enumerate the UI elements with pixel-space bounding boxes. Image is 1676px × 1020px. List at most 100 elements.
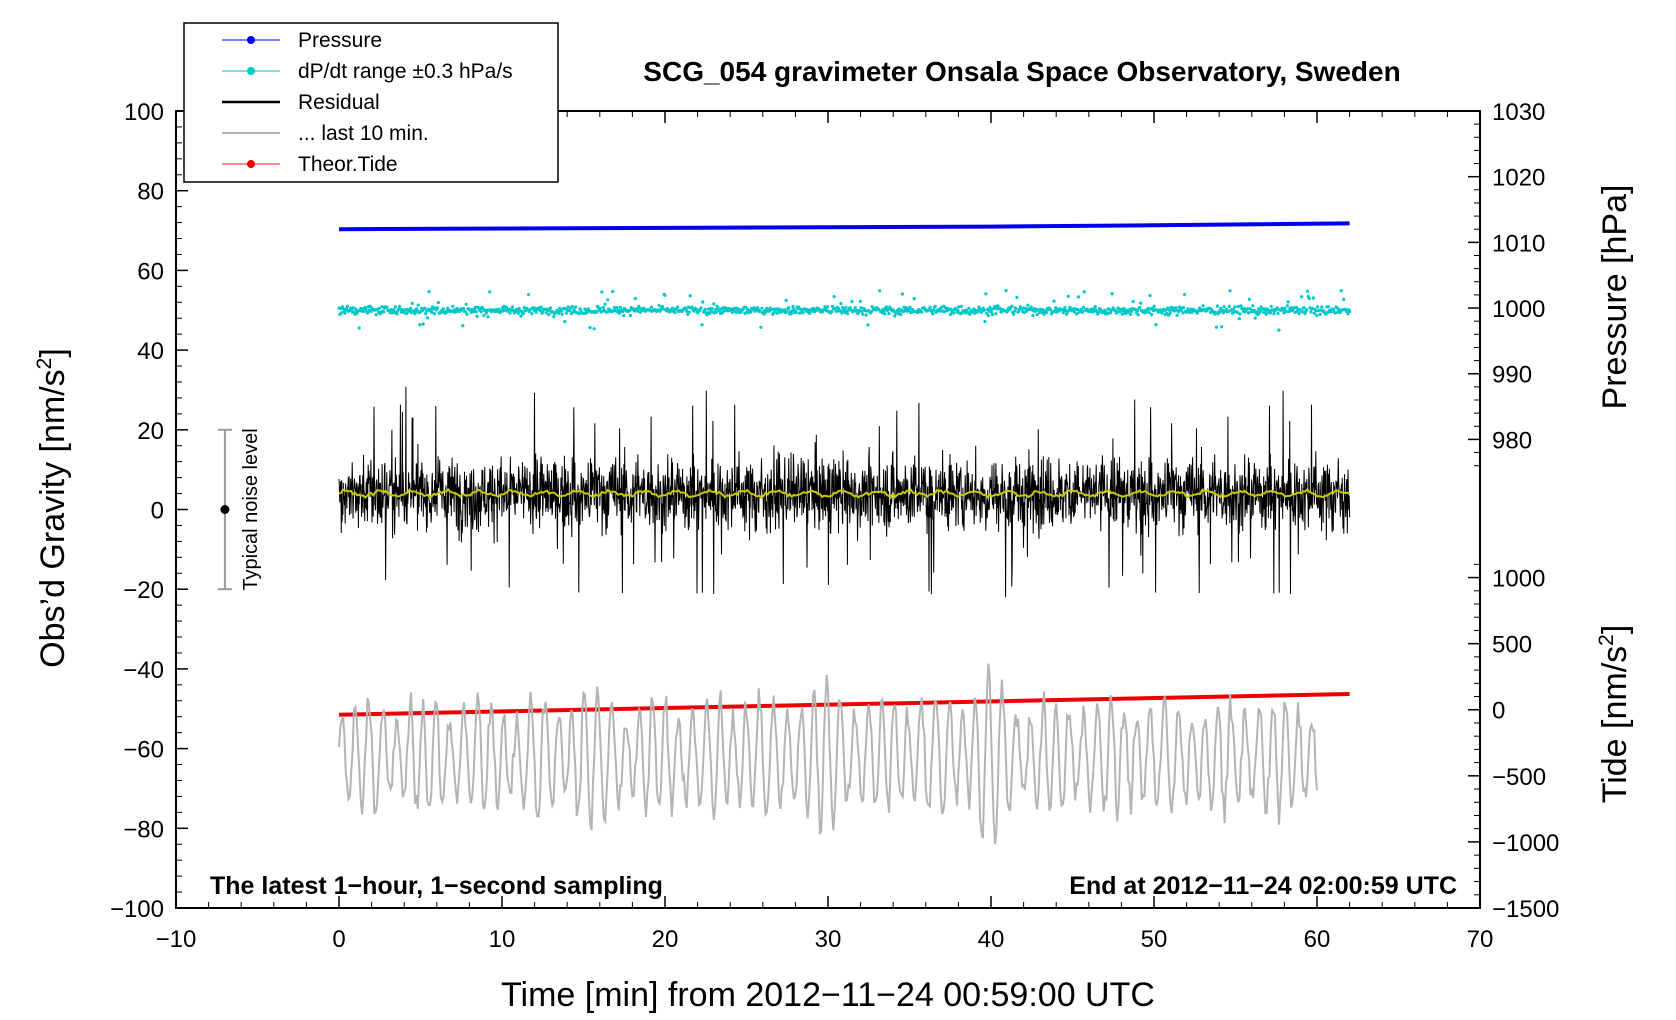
- dpdt-point: [627, 309, 632, 313]
- dpdt-point: [1246, 307, 1250, 311]
- dpdt-point: [415, 308, 419, 312]
- dpdt-point: [1105, 312, 1109, 316]
- dpdt-point: [846, 312, 850, 316]
- dpdt-point: [660, 304, 665, 309]
- dpdt-point: [1201, 304, 1205, 308]
- y-axis-label-pressure: Pressure [hPa]: [1596, 185, 1634, 410]
- dpdt-point: [592, 327, 596, 331]
- dpdt-point: [1052, 299, 1056, 303]
- dpdt-point: [1268, 311, 1272, 315]
- dpdt-point: [920, 310, 924, 314]
- dpdt-point: [1154, 323, 1158, 327]
- dpdt-point: [1252, 308, 1256, 313]
- legend: Pressure dP/dt range ±0.3 hPa/s Residual..…: [183, 22, 559, 183]
- dpdt-point: [784, 298, 788, 302]
- dpdt-point: [1316, 305, 1320, 309]
- dpdt-point: [878, 289, 882, 293]
- dpdt-point: [1182, 292, 1187, 297]
- dpdt-point: [1214, 325, 1219, 329]
- dpdt-point: [1236, 311, 1240, 315]
- dpdt-point: [798, 311, 802, 315]
- dpdt-point: [866, 323, 870, 327]
- dpdt-point: [887, 311, 891, 316]
- dpdt-point: [1238, 312, 1242, 316]
- dpdt-point: [1246, 311, 1251, 315]
- dpdt-point: [673, 310, 677, 315]
- dpdt-point: [882, 309, 886, 313]
- dpdt-point: [760, 306, 764, 310]
- dpdt-point: [663, 293, 667, 297]
- y-tick-label: −60: [123, 737, 164, 764]
- dpdt-point: [1305, 289, 1310, 293]
- dpdt-point: [1236, 304, 1240, 309]
- dpdt-point: [539, 305, 543, 309]
- series-residual: [338, 386, 1351, 598]
- dpdt-point: [1135, 309, 1139, 313]
- dpdt-point: [791, 305, 795, 309]
- dpdt-point: [1147, 310, 1151, 314]
- dpdt-point: [393, 305, 397, 309]
- dpdt-point: [714, 310, 718, 314]
- dpdt-point: [701, 300, 705, 304]
- noise-center-dot: [220, 505, 230, 514]
- tide-tick-label: −1000: [1492, 830, 1559, 857]
- dpdt-point: [956, 309, 960, 313]
- dpdt-point: [1348, 309, 1352, 314]
- legend-label: Theor.Tide: [298, 153, 398, 176]
- dpdt-point: [1152, 304, 1156, 308]
- dpdt-point: [916, 310, 920, 315]
- dpdt-point: [636, 309, 640, 313]
- dpdt-point: [959, 304, 964, 308]
- dpdt-point: [712, 302, 716, 306]
- dpdt-point: [621, 310, 625, 314]
- dpdt-point: [1309, 310, 1313, 314]
- pressure-tick-label: 1010: [1492, 230, 1545, 257]
- dpdt-point: [703, 307, 707, 311]
- dpdt-point: [410, 301, 414, 305]
- dpdt-point: [1272, 312, 1276, 316]
- dpdt-point: [957, 305, 961, 309]
- dpdt-point: [472, 310, 476, 314]
- dpdt-point: [985, 311, 989, 315]
- dpdt-point: [883, 312, 887, 316]
- pressure-tick-label: 1030: [1492, 99, 1545, 126]
- dpdt-point: [463, 310, 467, 314]
- dpdt-point: [611, 289, 615, 294]
- dpdt-point: [676, 305, 680, 309]
- dpdt-point: [510, 305, 515, 309]
- dpdt-point: [435, 306, 440, 310]
- dpdt-point: [392, 308, 396, 312]
- dpdt-point: [1257, 307, 1261, 311]
- dpdt-point: [649, 305, 654, 309]
- legend-label: dP/dt range ±0.3 hPa/s: [298, 60, 513, 83]
- dpdt-point: [465, 312, 469, 316]
- dpdt-point: [1251, 304, 1255, 308]
- dpdt-point: [967, 306, 971, 310]
- dpdt-point: [366, 311, 370, 315]
- dpdt-point: [547, 312, 551, 317]
- y-tick-label: −20: [123, 577, 164, 604]
- pressure-tick-label: 980: [1492, 427, 1532, 454]
- y-tick-label: 100: [124, 99, 164, 126]
- dpdt-point: [869, 310, 873, 314]
- dpdt-point: [808, 311, 812, 315]
- note-right: End at 2012−11−24 02:00:59 UTC: [1069, 872, 1457, 900]
- dpdt-point: [787, 306, 791, 310]
- dpdt-point: [984, 292, 988, 296]
- dpdt-point: [369, 309, 373, 314]
- dpdt-point: [859, 306, 863, 310]
- dpdt-point: [475, 314, 479, 318]
- dpdt-point: [416, 303, 420, 307]
- dpdt-point: [912, 297, 916, 301]
- dpdt-point: [1339, 289, 1343, 293]
- dpdt-point: [563, 320, 567, 324]
- dpdt-point: [1277, 328, 1281, 332]
- dpdt-point: [990, 313, 995, 317]
- dpdt-point: [1315, 313, 1319, 318]
- series-theor-tide: [338, 692, 1350, 717]
- y-axis-label-left: Obs’d Gravity [nm/s2]: [33, 348, 72, 668]
- dpdt-point: [1120, 312, 1124, 316]
- dpdt-point: [421, 322, 425, 326]
- dpdt-point: [482, 313, 486, 317]
- tide-tick-label: 0: [1492, 698, 1505, 725]
